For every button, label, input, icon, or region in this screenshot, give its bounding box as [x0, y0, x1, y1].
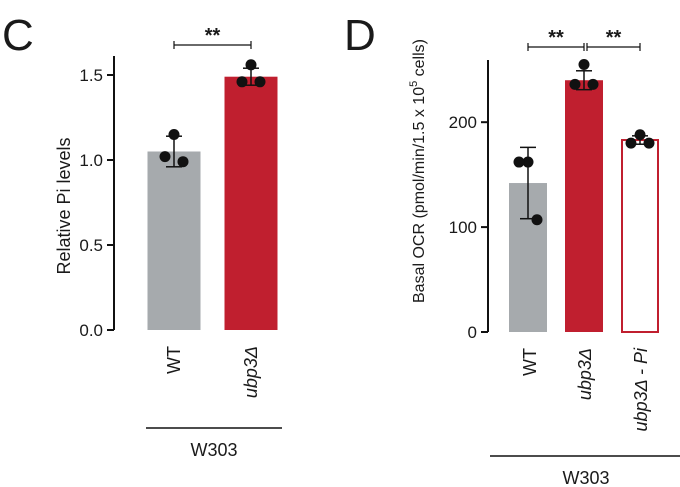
d-point [587, 78, 599, 90]
panel-c-xtick-ubp3: ubp3Δ [241, 346, 261, 398]
panel-c-label: C [2, 11, 34, 60]
panel-c-ylabel: Relative Pi levels [54, 137, 74, 274]
panel-d: D Basal OCR (pmol/min/1.5 x 105 cells) 0… [344, 11, 680, 487]
d-point [513, 156, 525, 168]
c-point [236, 76, 248, 88]
panel-d-group-label: W303 [562, 468, 609, 487]
panel-c-group-label: W303 [190, 440, 237, 460]
panel-c-bars [147, 76, 278, 330]
panel-d-label: D [344, 11, 376, 60]
panel-d-xtick-ubp3: ubp3Δ [575, 348, 595, 400]
panel-c-significance: ** [173, 25, 252, 49]
panel-d-points [513, 58, 655, 226]
panel-d-y-ticks: 0 100 200 [449, 113, 488, 342]
d-point [634, 129, 646, 141]
c-ytick-label: 1.5 [79, 66, 103, 85]
c-bar [224, 76, 278, 330]
d-bar [565, 80, 603, 333]
c-point [159, 151, 171, 163]
panel-c-points [159, 59, 266, 168]
c-ytick-label: 0.0 [79, 321, 103, 340]
d-point [531, 214, 543, 226]
panel-d-xtick-ubp3-pi: ubp3Δ - Pi [631, 347, 651, 431]
panel-d-bars [509, 80, 659, 333]
c-point [254, 76, 266, 88]
panel-d-xtick-wt: WT [520, 348, 540, 376]
panel-d-significance: ** ** [527, 27, 641, 51]
panel-c: C Relative Pi levels 0.00.51.01.5 ** WT … [2, 11, 282, 460]
c-ytick-label: 0.5 [79, 236, 103, 255]
c-point [168, 129, 180, 140]
panel-d-ylabel: Basal OCR (pmol/min/1.5 x 105 cells) [408, 39, 428, 303]
d-sig-label: ** [606, 27, 622, 49]
panel-c-y-ticks: 0.0 0.5 1.0 1.5 [79, 66, 114, 340]
d-ytick-label: 0 [468, 323, 477, 342]
c-sig-label: ** [205, 25, 221, 47]
d-ytick-label: 200 [449, 113, 477, 132]
d-ytick-label: 100 [449, 218, 477, 237]
c-point [245, 59, 257, 71]
d-point [569, 78, 581, 90]
d-point [522, 156, 534, 168]
c-point [177, 156, 189, 168]
d-point [643, 137, 655, 149]
panel-c-xtick-wt: WT [164, 346, 184, 374]
d-point [578, 58, 590, 70]
d-point [625, 137, 637, 149]
d-bar [621, 139, 659, 333]
c-bar [147, 151, 201, 330]
c-ytick-label: 1.0 [79, 151, 103, 170]
d-sig-label: ** [548, 27, 564, 49]
